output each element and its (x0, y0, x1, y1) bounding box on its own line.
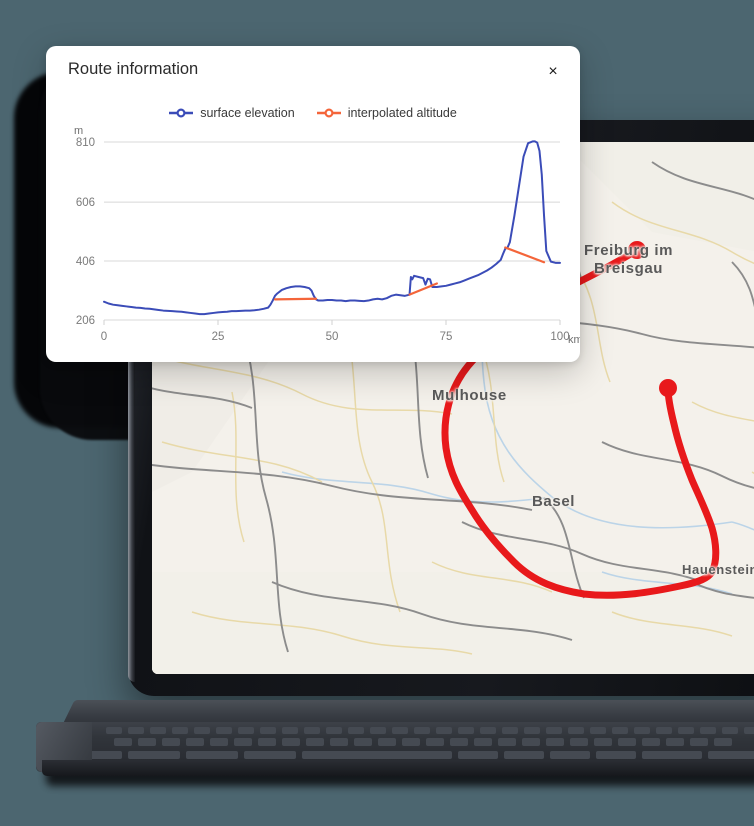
keyboard-keys (84, 727, 754, 759)
route-start-marker (628, 241, 646, 259)
legend-label-surface-elevation: surface elevation (200, 106, 295, 120)
card-header: Route information × (46, 46, 580, 100)
chart-legend: surface elevation interpolated altitude (46, 102, 580, 124)
svg-text:100: 100 (550, 331, 569, 343)
route-end-marker (659, 379, 677, 397)
tablet-keyboard[interactable] (36, 700, 754, 792)
svg-text:25: 25 (212, 331, 225, 343)
svg-text:406: 406 (76, 256, 95, 268)
svg-text:m: m (74, 125, 83, 137)
svg-text:0: 0 (101, 331, 107, 343)
line-circle-marker-icon (316, 108, 341, 118)
close-icon[interactable]: × (540, 59, 566, 85)
svg-text:810: 810 (76, 137, 95, 149)
svg-text:50: 50 (326, 331, 339, 343)
svg-text:75: 75 (440, 331, 453, 343)
legend-label-interpolated-altitude: interpolated altitude (347, 106, 457, 120)
svg-text:km: km (568, 334, 580, 346)
tablet-left-edge (128, 126, 135, 682)
legend-item-interpolated-altitude[interactable]: interpolated altitude (316, 106, 457, 120)
svg-text:606: 606 (76, 197, 95, 209)
route-information-card: Route information × surface elevation in… (46, 46, 580, 362)
page-title: Route information (68, 60, 199, 78)
keyboard-face[interactable] (36, 722, 754, 772)
elevation-chart[interactable]: m 206 406 606 810 0 25 50 75 100 km (46, 124, 580, 362)
svg-text:206: 206 (76, 315, 95, 327)
line-circle-marker-icon (169, 108, 194, 118)
legend-item-surface-elevation[interactable]: surface elevation (169, 106, 295, 120)
keyboard-base (42, 760, 754, 776)
